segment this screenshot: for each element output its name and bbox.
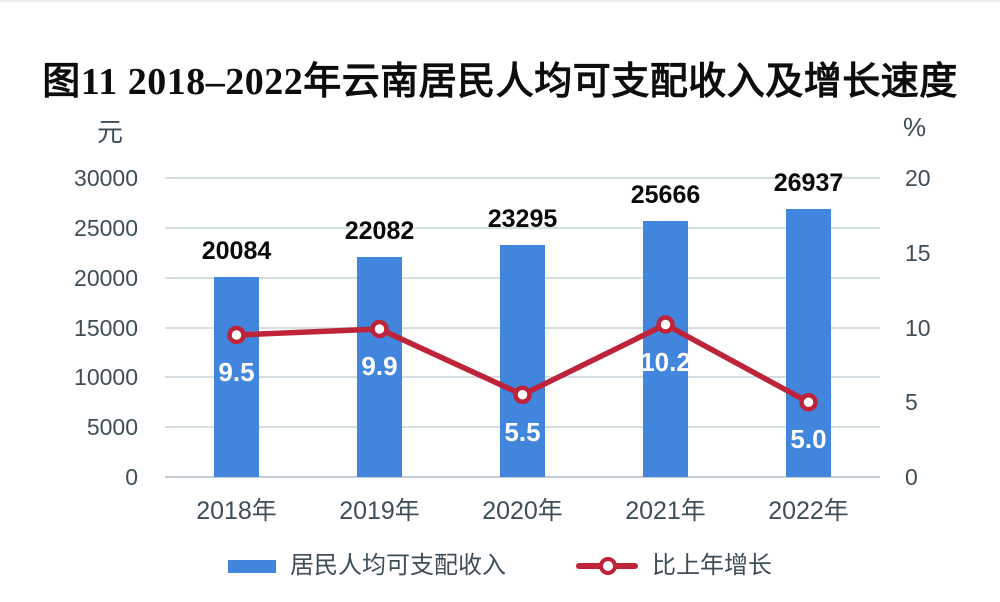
gridline — [165, 177, 880, 179]
right-tick-label: 15 — [905, 239, 931, 266]
chart-title: 图11 2018–2022年云南居民人均可支配收入及增长速度 — [42, 61, 958, 103]
bar-value-label: 26937 — [773, 168, 844, 197]
x-axis-label: 2020年 — [482, 497, 563, 525]
bar-value-label: 25666 — [630, 181, 701, 210]
rate-label: 5.0 — [790, 424, 827, 455]
left-tick-label: 10000 — [74, 364, 138, 391]
x-axis-label: 2019年 — [339, 497, 420, 525]
right-tick-label: 20 — [905, 165, 931, 191]
left-axis-unit: 元 — [96, 117, 123, 147]
x-axis-label: 2018年 — [196, 497, 277, 525]
x-axis-label: 2021年 — [625, 497, 706, 525]
legend: 居民人均可支配收入 比上年增长 — [0, 552, 1000, 580]
legend-line-label: 比上年增长 — [652, 552, 772, 579]
rate-label: 9.5 — [218, 356, 255, 387]
rate-label: 9.9 — [361, 350, 398, 381]
right-tick-label: 10 — [905, 314, 931, 341]
legend-bar-label: 居民人均可支配收入 — [290, 552, 506, 579]
left-tick-label: 5000 — [86, 414, 138, 441]
right-axis-unit: % — [903, 112, 927, 142]
rate-label: 5.5 — [504, 416, 541, 447]
x-axis-label: 2022年 — [768, 497, 849, 525]
legend-line-marker-icon — [576, 556, 638, 576]
gridline — [165, 226, 880, 229]
rate-label: 10.2 — [640, 346, 691, 377]
left-tick-label: 0 — [125, 464, 138, 490]
left-tick-label: 15000 — [74, 314, 138, 341]
bar-value-label: 22082 — [344, 216, 415, 245]
bar-value-label: 23295 — [487, 204, 558, 233]
right-tick-label: 0 — [905, 464, 918, 490]
left-tick-label: 20000 — [74, 264, 138, 291]
left-tick-label: 30000 — [74, 165, 138, 191]
right-tick-label: 5 — [905, 389, 918, 416]
left-tick-label: 25000 — [74, 214, 138, 241]
legend-bar-swatch-icon — [228, 559, 276, 573]
bar-value-label: 20084 — [201, 236, 272, 265]
gridline — [165, 476, 880, 478]
legend-line-circle-icon — [599, 557, 617, 575]
